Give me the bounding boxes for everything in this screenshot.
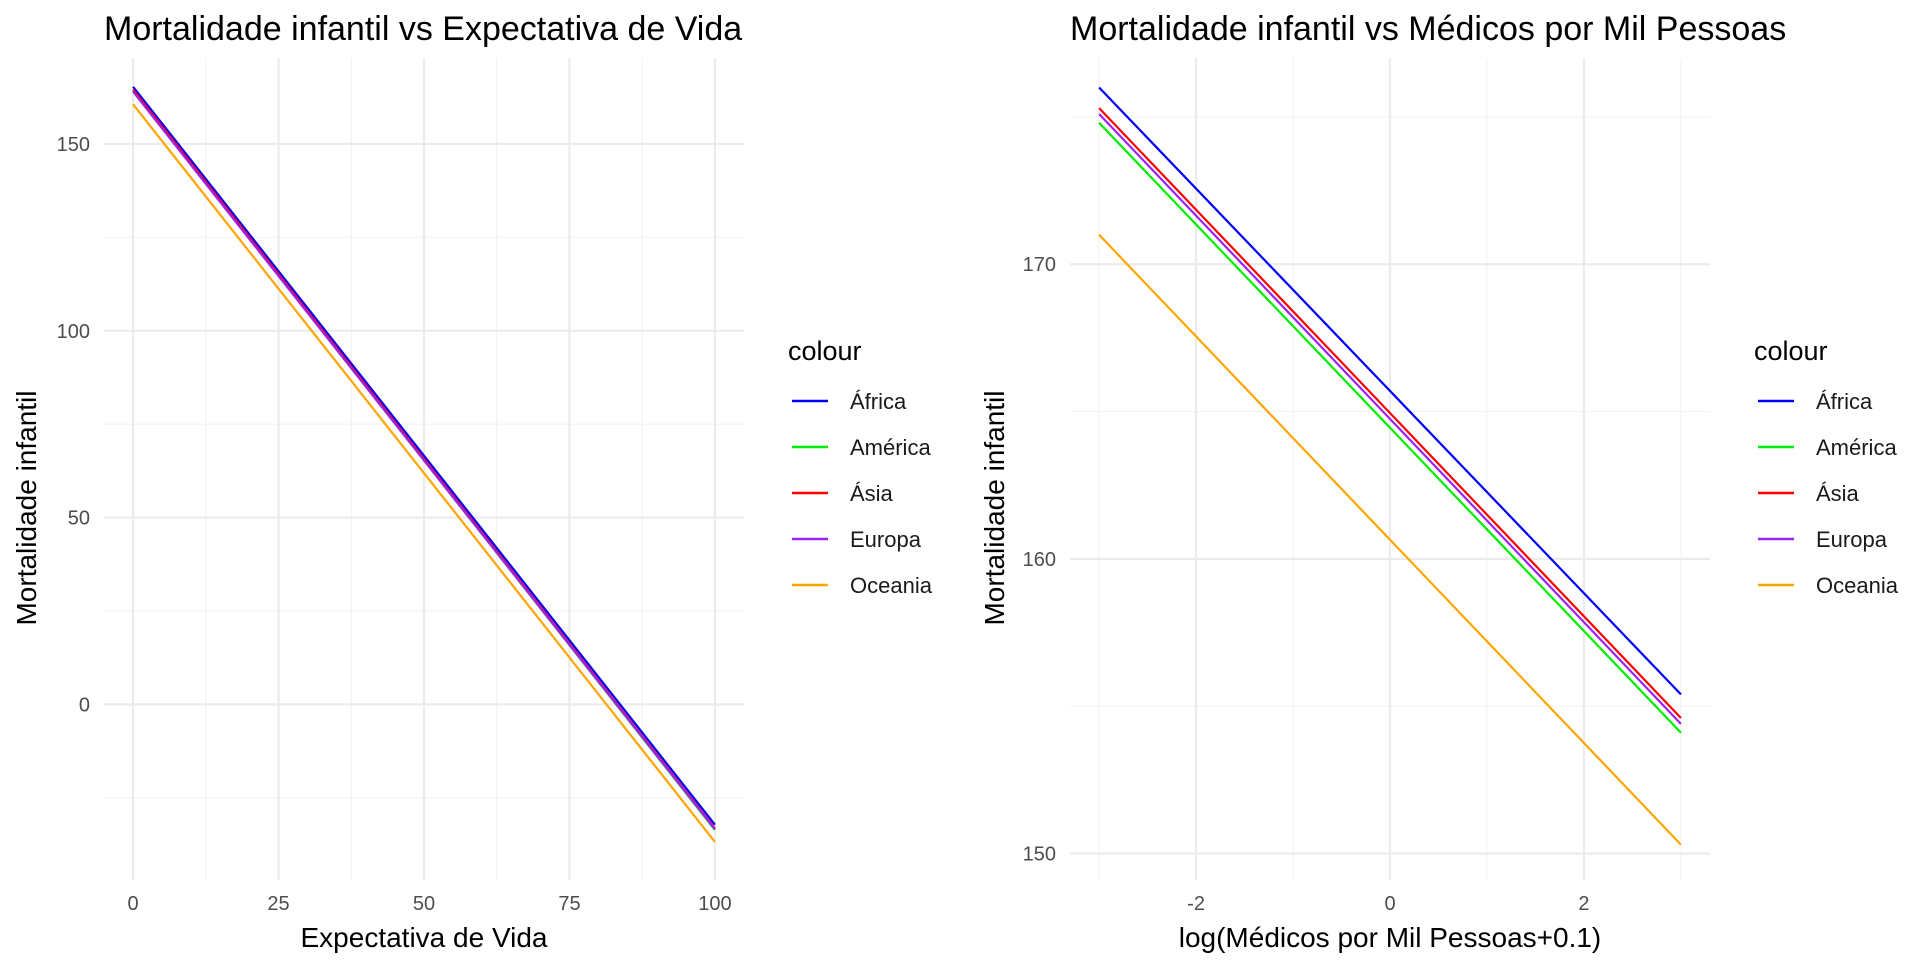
series-line-África [132, 86, 716, 826]
legend-label: Oceania [1816, 573, 1899, 598]
legend-title: colour [1754, 336, 1828, 366]
y-tick-label: 150 [1023, 843, 1056, 865]
series-line-Europa [1098, 113, 1682, 725]
plot-panel: 0 25 50 75 100 0 50 100 150 [57, 58, 744, 915]
x-tick-label: -2 [1187, 893, 1205, 915]
x-tick-label: 25 [267, 893, 289, 915]
legend-label: Europa [850, 527, 922, 552]
legend-label: América [1816, 435, 1897, 460]
y-tick-label: 50 [68, 508, 90, 530]
x-axis-title: log(Médicos por Mil Pessoas+0.1) [1179, 922, 1602, 953]
y-tick-label: 150 [57, 134, 90, 156]
x-tick-label: 75 [558, 893, 580, 915]
x-tick-label: 50 [413, 893, 435, 915]
series-line-Oceania [1098, 234, 1682, 846]
y-tick-label: 170 [1023, 254, 1056, 276]
x-tick-label: 0 [128, 893, 139, 915]
series-line-África [1098, 86, 1682, 696]
x-tick-label: 100 [698, 893, 731, 915]
legend-item: América [792, 435, 931, 460]
legend-label: Europa [1816, 527, 1888, 552]
legend-item: Ásia [792, 481, 894, 506]
legend-title: colour [788, 336, 862, 366]
legend-label: África [850, 389, 907, 414]
chart-doctors-per-thousand: Mortalidade infantil vs Médicos por Mil … [979, 10, 1899, 953]
y-axis-title: Mortalidade infantil [979, 390, 1010, 625]
series-line-América [1098, 122, 1682, 734]
legend-item: Ásia [1758, 481, 1860, 506]
x-tick-label: 2 [1578, 893, 1589, 915]
legend-label: África [1816, 389, 1873, 414]
x-tick-label: 0 [1384, 893, 1395, 915]
legend-item: América [1758, 435, 1897, 460]
legend-label: América [850, 435, 931, 460]
series-line-Oceania [132, 103, 716, 843]
legend-item: Oceania [1758, 573, 1899, 598]
chart-title: Mortalidade infantil vs Médicos por Mil … [1070, 10, 1786, 48]
legend: colour África América Ásia Europa Oceania [788, 336, 933, 598]
y-axis-title: Mortalidade infantil [11, 390, 42, 625]
legend-label: Ásia [1816, 481, 1860, 506]
chart-life-expectancy: Mortalidade infantil vs Expectativa de V… [11, 10, 933, 953]
legend-label: Ásia [850, 481, 894, 506]
legend-item: Europa [1758, 527, 1888, 552]
series-line-Ásia [1098, 107, 1682, 719]
legend-item: África [1758, 389, 1873, 414]
series-line-Europa [132, 90, 716, 830]
chart-title: Mortalidade infantil vs Expectativa de V… [104, 10, 742, 48]
plot-panel: -2 0 2 150 160 170 [1023, 58, 1710, 915]
y-tick-label: 100 [57, 321, 90, 343]
legend-label: Oceania [850, 573, 933, 598]
legend-item: Oceania [792, 573, 933, 598]
legend-item: África [792, 389, 907, 414]
y-tick-label: 0 [79, 694, 90, 716]
y-tick-label: 160 [1023, 549, 1056, 571]
x-axis-title: Expectativa de Vida [301, 922, 548, 953]
legend-item: Europa [792, 527, 922, 552]
legend: colour África América Ásia Europa Oceania [1754, 336, 1899, 598]
